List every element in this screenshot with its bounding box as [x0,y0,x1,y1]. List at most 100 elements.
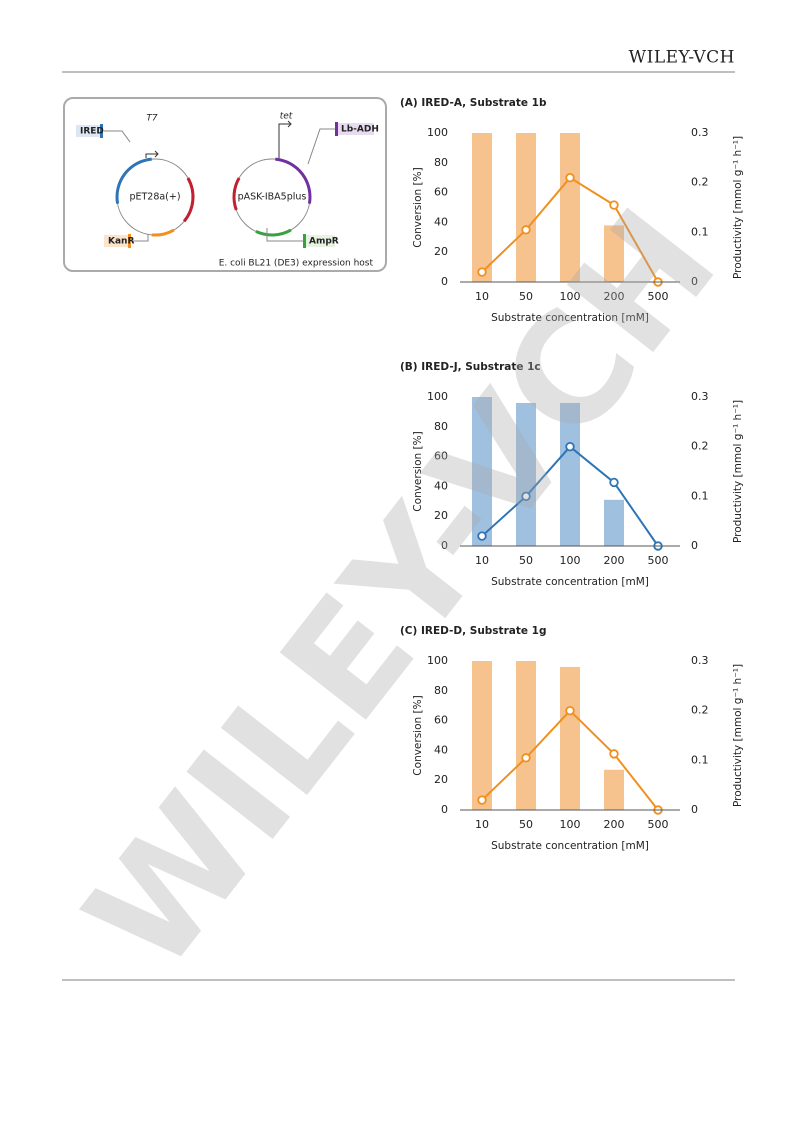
line-marker [565,441,575,452]
y-tick-label: 40 [434,743,448,756]
line-marker [477,795,487,805]
y-tick-label: 0 [441,275,448,288]
line-marker [477,267,487,277]
gene-tag-bar [100,124,103,138]
y2-tick-label: 0.2 [691,704,709,717]
gene-arc [182,177,195,223]
y2-tick-label: 0.1 [691,753,709,766]
bar [560,666,580,810]
y-tick-label: 20 [434,509,448,522]
y-tick-label: 0 [441,539,448,552]
y-tick-label: 100 [427,654,448,667]
x-tick-label: 10 [475,290,489,303]
watermark: WILEY-VCH [54,179,751,1002]
promoter-label: tet [280,112,293,122]
line-marker [477,531,487,541]
x-tick-label: 10 [475,554,489,567]
y-tick-label: 80 [434,684,448,697]
promoter-label: T7 [146,114,157,124]
charts: (A) IRED-A, Substrate 1b02040608010000.1… [400,97,744,852]
x-tick-label: 100 [560,290,581,303]
x-tick-label: 50 [519,290,533,303]
x-tick-label: 100 [560,554,581,567]
y2-tick-label: 0 [691,803,698,816]
gene-arc [115,157,152,204]
line-marker [609,200,619,210]
x-tick-label: 200 [604,290,625,303]
line-marker [609,749,619,759]
line-marker [521,491,531,502]
x-tick-label: 500 [648,554,669,567]
promoter-arrow [278,120,292,158]
y2-tick-label: 0.1 [691,225,709,238]
x-tick-label: 100 [560,818,581,831]
gene-arc [255,228,292,237]
promoter-arrow [145,150,159,158]
chart-title: (A) IRED-A, Substrate 1b [400,97,547,109]
plasmid-name: pASK-IBA5plus [238,192,307,203]
y-tick-label: 60 [434,186,448,199]
x-tick-label: 200 [604,554,625,567]
gene-label: KanR [108,237,134,247]
bar [472,133,492,282]
y2-tick-label: 0.2 [691,440,709,453]
gene-tag [104,235,130,247]
line-marker [521,225,531,235]
y-tick-label: 20 [434,245,448,258]
y2-tick-label: 0.1 [691,489,709,502]
y-tick-label: 100 [427,390,448,403]
gene-label: AmpR [309,237,339,247]
line-marker [609,477,619,488]
gene-arc [151,228,175,237]
y-axis-label: Conversion [%] [412,695,424,775]
y-tick-label: 60 [434,450,448,463]
gene-tag-bar [303,234,306,248]
gene-tag-bar [128,234,131,248]
bar [516,133,536,282]
bar [472,397,492,546]
y2-axis-label: Productivity [mmol g⁻¹ h⁻¹] [732,664,744,807]
gene-label: Lb-ADH [341,125,379,135]
x-tick-label: 500 [648,818,669,831]
x-axis-label: Substrate concentration [mM] [491,840,649,852]
host-label: E. coli BL21 (DE3) expression host [219,259,374,269]
chart-title: (B) IRED-J, Substrate 1c [400,361,541,373]
x-tick-label: 200 [604,818,625,831]
gene-label: IRED [80,127,104,137]
bar [516,661,536,810]
line-marker [565,705,575,716]
y-tick-label: 20 [434,773,448,786]
y-tick-label: 80 [434,156,448,169]
publisher: WILEY-VCH [629,48,735,68]
y-tick-label: 40 [434,479,448,492]
x-tick-label: 10 [475,818,489,831]
leader [104,130,131,143]
y2-tick-label: 0 [691,275,698,288]
y-axis-label: Conversion [%] [412,167,424,247]
y2-tick-label: 0 [691,539,698,552]
y-axis-label: Conversion [%] [412,431,424,511]
y2-tick-label: 0.3 [691,126,709,139]
bar [604,769,624,810]
line-marker [521,753,531,763]
bar [604,225,624,282]
bar [604,499,624,546]
gene-tag [76,125,102,137]
y2-tick-label: 0.3 [691,390,709,403]
y2-axis-label: Productivity [mmol g⁻¹ h⁻¹] [732,400,744,543]
gene-tag [305,235,335,247]
plasmid-diagram: IRED KanR T7 pET28a(+) Lb-ADH AmpR tet p… [63,97,387,272]
y2-tick-label: 0.2 [691,176,709,189]
y-tick-label: 40 [434,215,448,228]
bar [516,402,536,546]
y-tick-label: 0 [441,803,448,816]
x-axis-label: Substrate concentration [mM] [491,576,649,588]
leader [266,228,303,242]
x-tick-label: 50 [519,554,533,567]
line-marker [565,172,575,183]
y2-axis-label: Productivity [mmol g⁻¹ h⁻¹] [732,136,744,279]
leader [307,128,335,165]
gene-tag [336,123,374,135]
y-tick-label: 60 [434,714,448,727]
